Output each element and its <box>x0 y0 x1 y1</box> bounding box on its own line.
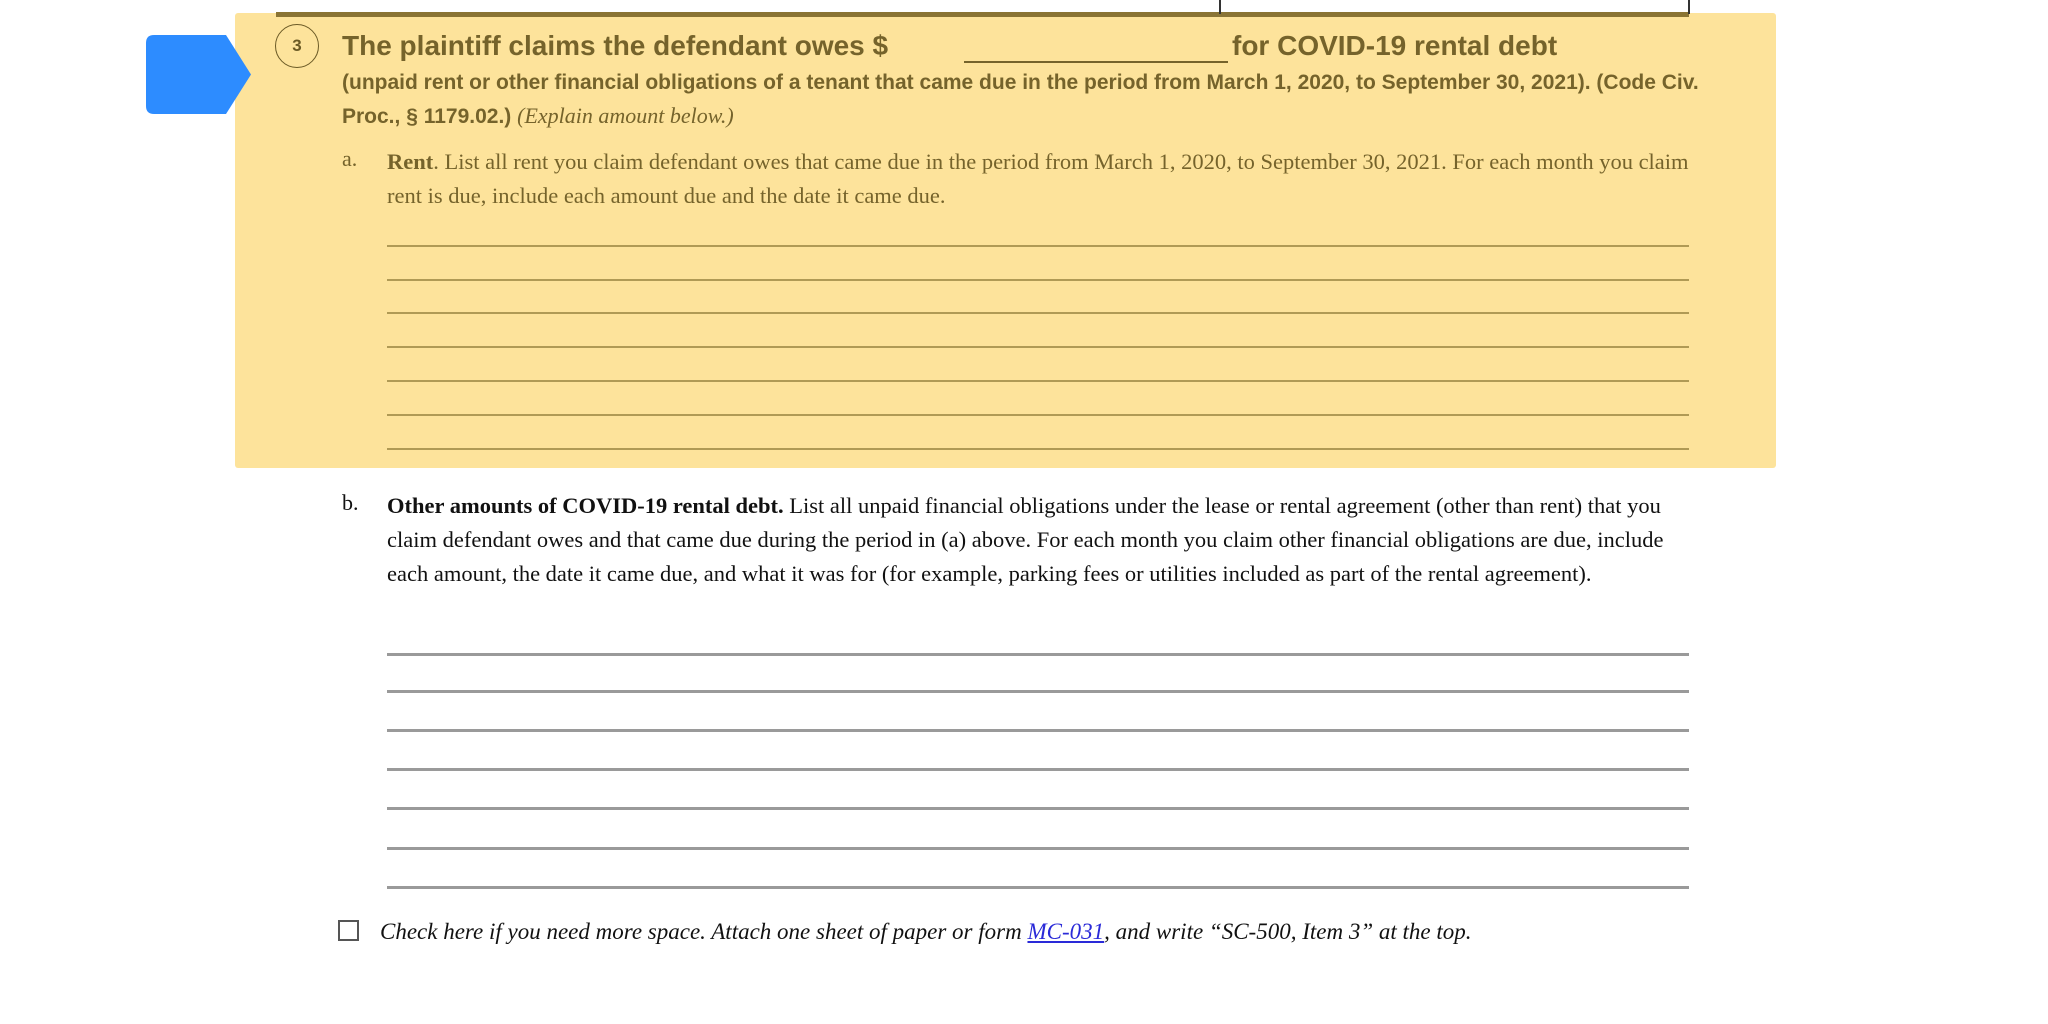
item-title-suffix: for COVID-19 rental debt <box>1232 30 1558 61</box>
table-divider <box>1688 0 1690 14</box>
item-b-label: b. <box>342 490 359 515</box>
rent-entry-line[interactable] <box>387 448 1689 450</box>
item-a-body: . List all rent you claim defendant owes… <box>387 149 1689 208</box>
item-number-badge: 3 <box>275 24 319 68</box>
item-b-heading: Other amounts of COVID-19 rental debt. <box>387 493 784 518</box>
rent-entry-line[interactable] <box>387 245 1689 247</box>
table-divider <box>1219 0 1221 14</box>
blue-pointer-tag-icon[interactable] <box>146 35 251 114</box>
item-b-body: List all unpaid financial obligations un… <box>387 493 1664 586</box>
amount-field[interactable] <box>964 61 1228 63</box>
other-amount-entry-line[interactable] <box>387 690 1689 693</box>
other-amount-entry-line[interactable] <box>387 807 1689 810</box>
more-space-note: Check here if you need more space. Attac… <box>380 912 1700 952</box>
rent-entry-line[interactable] <box>387 346 1689 348</box>
other-amount-entry-line[interactable] <box>387 847 1689 850</box>
item-title: The plaintiff claims the defendant owes … <box>342 30 889 61</box>
rent-entry-line[interactable] <box>387 380 1689 382</box>
section-top-rule <box>276 12 1689 17</box>
other-amount-entry-line[interactable] <box>387 729 1689 732</box>
note-text-end: , and write “SC-500, Item 3” at the top. <box>1104 919 1472 944</box>
other-amount-entry-line[interactable] <box>387 653 1689 656</box>
mc-031-link[interactable]: MC-031 <box>1027 919 1105 944</box>
subtitle-italic: (Explain amount below.) <box>517 103 734 128</box>
item-b-text: Other amounts of COVID-19 rental debt. L… <box>387 489 1697 591</box>
more-space-checkbox[interactable] <box>338 920 359 941</box>
item-a-label: a. <box>342 146 358 171</box>
other-amount-entry-line[interactable] <box>387 886 1689 889</box>
subtitle-text: (unpaid rent or other financial obligati… <box>342 71 1699 128</box>
rent-entry-line[interactable] <box>387 414 1689 416</box>
item-a-text: Rent. List all rent you claim defendant … <box>387 145 1697 213</box>
rent-entry-line[interactable] <box>387 279 1689 281</box>
item-a-heading: Rent <box>387 149 434 174</box>
item-subtitle: (unpaid rent or other financial obligati… <box>342 66 1742 134</box>
note-text: Check here if you need more space. Attac… <box>380 919 1028 944</box>
rent-entry-line[interactable] <box>387 312 1689 314</box>
other-amount-entry-line[interactable] <box>387 768 1689 771</box>
highlighted-field-region <box>235 13 1776 468</box>
